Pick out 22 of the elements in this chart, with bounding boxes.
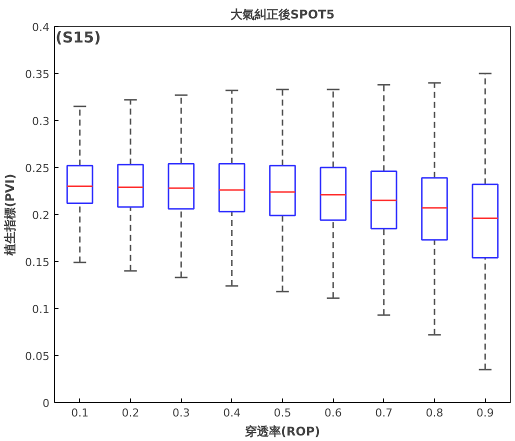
y-tick-label: 0.35 <box>25 68 50 81</box>
x-tick-label: 0.3 <box>172 406 190 420</box>
x-tick-label: 0.4 <box>223 406 241 420</box>
chart-title: 大氣糾正後SPOT5 <box>230 8 335 22</box>
y-tick-label: 0.2 <box>32 209 50 222</box>
y-tick-label: 0.15 <box>25 256 50 269</box>
y-tick-label: 0.05 <box>25 350 50 363</box>
x-tick-label: 0.8 <box>426 406 444 420</box>
y-tick-label: 0.25 <box>25 162 50 175</box>
x-tick-label: 0.1 <box>71 406 89 420</box>
x-tick-label: 0.9 <box>476 406 494 420</box>
x-tick-label: 0.7 <box>375 406 393 420</box>
y-tick-label: 0.3 <box>32 115 50 128</box>
y-axis-title: 植生指標(PVI) <box>3 174 18 256</box>
x-tick-label: 0.6 <box>324 406 342 420</box>
x-axis-title: 穿透率(ROP) <box>244 424 320 438</box>
annotation: (S15) <box>56 28 101 46</box>
y-tick-label: 0.1 <box>32 303 50 316</box>
x-tick-label: 0.2 <box>122 406 140 420</box>
y-tick-label: 0 <box>42 397 50 410</box>
y-tick-label: 0.4 <box>32 21 50 34</box>
x-tick-label: 0.5 <box>274 406 292 420</box>
